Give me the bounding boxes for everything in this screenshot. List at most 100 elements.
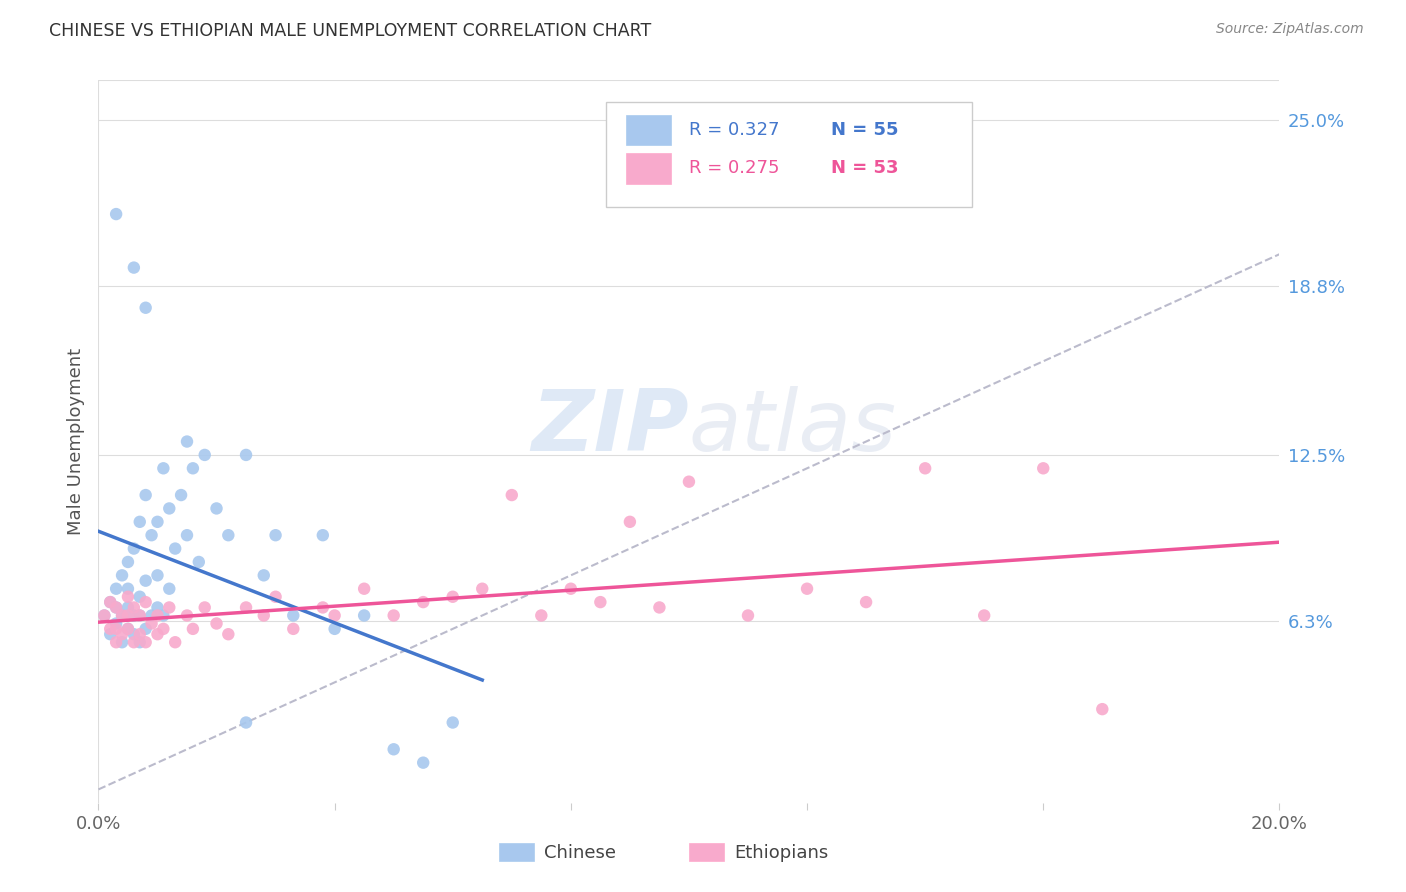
Point bbox=[117, 600, 139, 615]
Point bbox=[441, 715, 464, 730]
Point bbox=[128, 515, 150, 529]
Point bbox=[176, 434, 198, 449]
Point bbox=[105, 635, 128, 649]
Point bbox=[205, 501, 228, 516]
Point bbox=[283, 608, 305, 623]
Point bbox=[235, 600, 257, 615]
Point bbox=[165, 541, 187, 556]
Point bbox=[264, 528, 287, 542]
Point bbox=[253, 608, 276, 623]
Point bbox=[117, 555, 139, 569]
Point bbox=[312, 600, 335, 615]
Point bbox=[141, 608, 163, 623]
Point bbox=[914, 461, 936, 475]
Point bbox=[264, 590, 287, 604]
Point bbox=[122, 600, 145, 615]
Point bbox=[152, 608, 174, 623]
FancyBboxPatch shape bbox=[606, 102, 973, 207]
Point bbox=[98, 622, 121, 636]
Point bbox=[128, 608, 150, 623]
Point bbox=[283, 622, 305, 636]
Point bbox=[105, 582, 128, 596]
Point bbox=[165, 635, 187, 649]
Point bbox=[560, 582, 582, 596]
Point bbox=[187, 555, 209, 569]
Point bbox=[1032, 461, 1054, 475]
Point bbox=[122, 541, 145, 556]
Point bbox=[157, 600, 180, 615]
Text: ZIP: ZIP bbox=[531, 385, 689, 468]
Point bbox=[194, 600, 217, 615]
Point bbox=[501, 488, 523, 502]
Point bbox=[98, 595, 121, 609]
Point bbox=[589, 595, 612, 609]
Point bbox=[235, 448, 257, 462]
Point bbox=[253, 568, 276, 582]
Point bbox=[122, 608, 145, 623]
Point bbox=[170, 488, 193, 502]
Point bbox=[105, 622, 128, 636]
Point bbox=[117, 608, 139, 623]
Point bbox=[128, 635, 150, 649]
Point bbox=[146, 600, 169, 615]
Point bbox=[353, 608, 375, 623]
Point bbox=[135, 488, 157, 502]
Point bbox=[235, 715, 257, 730]
Point bbox=[93, 608, 115, 623]
Point bbox=[176, 608, 198, 623]
Point bbox=[135, 635, 157, 649]
Point bbox=[412, 756, 434, 770]
Point bbox=[98, 595, 121, 609]
Point bbox=[973, 608, 995, 623]
Point bbox=[312, 528, 335, 542]
Point bbox=[353, 582, 375, 596]
Point bbox=[648, 600, 671, 615]
Point bbox=[176, 528, 198, 542]
Point bbox=[181, 622, 204, 636]
Bar bbox=[626, 153, 671, 184]
Point bbox=[111, 627, 134, 641]
Point bbox=[135, 622, 157, 636]
Point bbox=[152, 461, 174, 475]
Point bbox=[128, 627, 150, 641]
Text: atlas: atlas bbox=[689, 385, 897, 468]
Point bbox=[128, 590, 150, 604]
Point bbox=[122, 627, 145, 641]
Point bbox=[619, 515, 641, 529]
Point bbox=[146, 568, 169, 582]
Point bbox=[323, 608, 346, 623]
Text: R = 0.327: R = 0.327 bbox=[689, 121, 779, 139]
Text: Chinese: Chinese bbox=[544, 844, 616, 862]
Point bbox=[98, 627, 121, 641]
Point bbox=[737, 608, 759, 623]
Point bbox=[111, 608, 134, 623]
Point bbox=[152, 622, 174, 636]
Text: Source: ZipAtlas.com: Source: ZipAtlas.com bbox=[1216, 22, 1364, 37]
Point bbox=[855, 595, 877, 609]
Point bbox=[128, 608, 150, 623]
Point bbox=[382, 608, 405, 623]
Point bbox=[105, 207, 128, 221]
Y-axis label: Male Unemployment: Male Unemployment bbox=[66, 348, 84, 535]
Point bbox=[471, 582, 494, 596]
Point bbox=[796, 582, 818, 596]
Point bbox=[181, 461, 204, 475]
Point bbox=[122, 260, 145, 275]
Text: Ethiopians: Ethiopians bbox=[734, 844, 828, 862]
Point bbox=[205, 616, 228, 631]
Point bbox=[323, 622, 346, 636]
Point bbox=[157, 501, 180, 516]
Point bbox=[217, 627, 239, 641]
Text: N = 55: N = 55 bbox=[831, 121, 898, 139]
Point bbox=[117, 582, 139, 596]
Point bbox=[146, 515, 169, 529]
Point bbox=[530, 608, 553, 623]
Text: N = 53: N = 53 bbox=[831, 160, 898, 178]
Text: CHINESE VS ETHIOPIAN MALE UNEMPLOYMENT CORRELATION CHART: CHINESE VS ETHIOPIAN MALE UNEMPLOYMENT C… bbox=[49, 22, 651, 40]
Point bbox=[141, 528, 163, 542]
Text: R = 0.275: R = 0.275 bbox=[689, 160, 779, 178]
Point bbox=[217, 528, 239, 542]
Bar bbox=[626, 115, 671, 145]
Point bbox=[146, 627, 169, 641]
Point bbox=[194, 448, 217, 462]
